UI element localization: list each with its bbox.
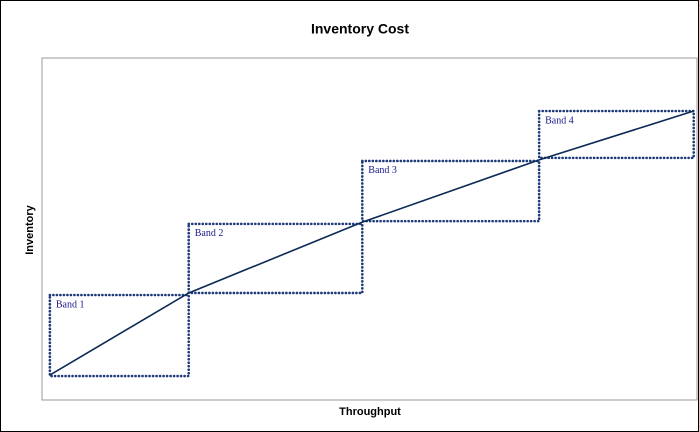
band <box>537 109 696 160</box>
y-axis-label: Inventory <box>24 204 36 254</box>
band-label: Band 1 <box>56 299 85 310</box>
x-axis-label: Throughput <box>339 406 401 418</box>
series-line <box>49 110 694 376</box>
chart-title: Inventory Cost <box>311 21 409 37</box>
band <box>48 293 191 378</box>
band <box>187 222 364 295</box>
band-label: Band 2 <box>195 228 224 239</box>
band <box>360 159 541 223</box>
plot-area <box>41 57 698 401</box>
band-label: Band 4 <box>545 115 574 126</box>
band-label: Band 3 <box>368 165 397 176</box>
